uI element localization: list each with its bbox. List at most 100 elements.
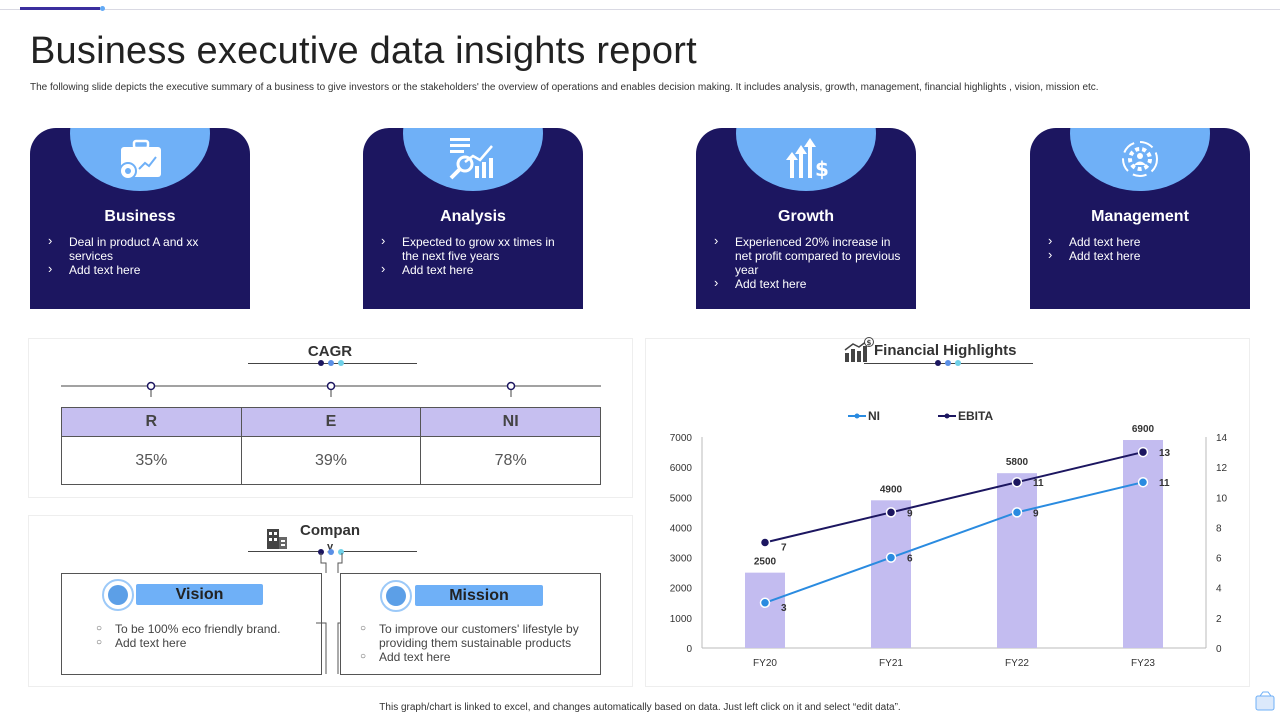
company-title-underline — [340, 551, 417, 552]
series-data-label: 7 — [781, 543, 787, 554]
card-list-item: Add text here — [714, 276, 906, 291]
bar-data-label: 5800 — [1006, 457, 1029, 468]
management-gear-people-icon — [1122, 141, 1158, 177]
timeline-marker — [146, 381, 156, 397]
bar — [745, 572, 785, 648]
card-list: Add text here Add text here — [1048, 234, 1240, 263]
card-business: Business Deal in product A and xx servic… — [30, 128, 250, 309]
legend-label: EBITA — [958, 409, 993, 423]
company-title-underline — [248, 551, 321, 552]
analysis-chart-icon — [449, 138, 493, 180]
y-left-tick-label: 2000 — [670, 584, 693, 595]
y-right-tick-label: 8 — [1216, 523, 1222, 534]
decor-dot — [935, 360, 941, 366]
series-data-label: 9 — [1033, 508, 1039, 519]
x-tick-label: FY22 — [1005, 658, 1029, 669]
y-left-tick-label: 3000 — [670, 554, 693, 565]
svg-text:$: $ — [815, 157, 829, 181]
decor-dot — [955, 360, 961, 366]
decor-dot — [318, 549, 324, 555]
card-title: Analysis — [440, 208, 506, 225]
card-title: Management — [1091, 208, 1189, 225]
y-left-tick-label: 7000 — [670, 433, 693, 444]
cagr-table: R E NI 35% 39% 78% — [61, 407, 601, 485]
mission-label: Mission — [415, 585, 543, 606]
series-point-ebita — [759, 537, 771, 548]
finance-chart-dollar-icon: $ — [844, 337, 874, 362]
bar-data-label: 6900 — [1132, 424, 1155, 435]
card-title: Growth — [778, 208, 834, 225]
card-list-item: Add text here — [381, 262, 573, 277]
series-line-ni — [764, 481, 1144, 604]
decor-dot — [338, 360, 344, 366]
series-data-label: 9 — [907, 508, 913, 519]
cagr-header-row: R E NI — [61, 407, 601, 437]
series-line-ebita — [764, 451, 1144, 544]
cagr-title: CAGR — [307, 343, 353, 360]
card-management: Management Add text here Add text here — [1030, 128, 1250, 309]
y-right-tick-label: 14 — [1216, 433, 1228, 444]
y-right-tick-label: 6 — [1216, 554, 1222, 565]
y-left-tick-label: 0 — [686, 644, 692, 655]
vision-label: Vision — [136, 584, 263, 605]
cagr-value-cell: 35% — [61, 436, 242, 485]
y-left-tick-label: 4000 — [670, 523, 693, 534]
y-left-tick-label: 5000 — [670, 493, 693, 504]
company-connector — [320, 553, 343, 573]
x-tick-label: FY23 — [1131, 658, 1155, 669]
series-point-ni — [1011, 507, 1023, 518]
legend-swatch-dot — [854, 413, 860, 419]
mission-list-item: Add text here — [360, 650, 592, 664]
card-list: Experienced 20% increase in net profit c… — [714, 234, 906, 291]
legend-swatch-dot — [944, 413, 950, 419]
page-title: Business executive data insights report — [30, 30, 697, 72]
x-tick-label: FY21 — [879, 658, 903, 669]
card-list-item: Experienced 20% increase in net profit c… — [714, 234, 906, 277]
series-point-ebita — [1011, 476, 1023, 488]
series-point-ni — [885, 552, 897, 563]
vision-list: To be 100% eco friendly brand. Add text … — [96, 622, 316, 650]
series-point-ni — [1137, 476, 1149, 488]
mission-list-item: To improve our customers' lifestyle by p… — [360, 622, 592, 650]
series-point-ebita — [885, 507, 897, 518]
series-data-label: 13 — [1159, 448, 1171, 459]
decor-dot — [318, 360, 324, 366]
briefcase-gear-icon — [119, 139, 161, 180]
card-list-item: Add text here — [1048, 248, 1240, 263]
edit-data-icon[interactable] — [1254, 690, 1276, 712]
card-list-item: Deal in product A and xx services — [48, 234, 240, 263]
series-data-label: 6 — [907, 554, 913, 565]
card-list-item: Add text here — [1048, 234, 1240, 249]
company-title: Compan — [300, 522, 360, 539]
bar-data-label: 2500 — [754, 557, 777, 568]
y-right-tick-label: 12 — [1216, 463, 1228, 474]
building-icon — [267, 529, 287, 549]
cagr-timeline — [61, 381, 601, 397]
svg-text:$: $ — [867, 339, 872, 347]
vision-eye-icon — [102, 579, 134, 611]
timeline-marker — [326, 381, 336, 397]
growth-arrows-dollar-icon: $ — [786, 138, 829, 181]
card-growth: $ Growth Experienced 20% increase in net… — [696, 128, 916, 309]
card-list-item: Add text here — [48, 262, 240, 277]
decor-dot — [945, 360, 951, 366]
cagr-header-cell: E — [240, 407, 422, 437]
decor-dot — [328, 549, 334, 555]
top-accent-dot — [100, 6, 105, 11]
series-point-ebita — [1137, 446, 1149, 458]
decor-dot — [338, 549, 344, 555]
card-analysis: Analysis Expected to grow xx times in th… — [363, 128, 583, 309]
legend-label: NI — [868, 409, 880, 423]
cagr-value-cell: 39% — [240, 436, 422, 485]
y-left-tick-label: 6000 — [670, 463, 693, 474]
cagr-header-cell: R — [61, 407, 242, 437]
decor-dot — [328, 360, 334, 366]
card-list-item: Expected to grow xx times in the next fi… — [381, 234, 573, 263]
vision-list-item: Add text here — [96, 636, 316, 650]
series-data-label: 3 — [781, 603, 787, 614]
y-right-tick-label: 2 — [1216, 614, 1222, 625]
bar-data-label: 4900 — [880, 484, 903, 495]
y-left-tick-label: 1000 — [670, 614, 693, 625]
series-data-label: 11 — [1033, 478, 1044, 489]
x-tick-label: FY20 — [753, 658, 777, 669]
